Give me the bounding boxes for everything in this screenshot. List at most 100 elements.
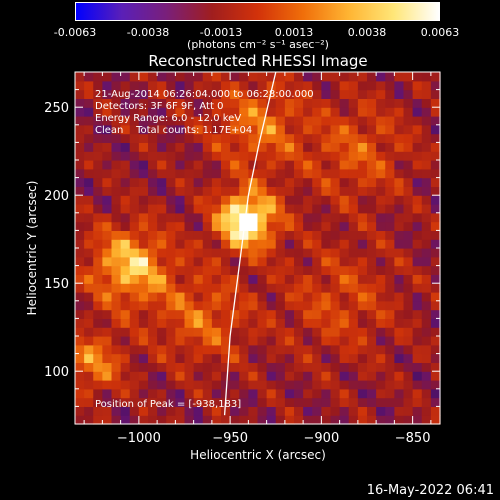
heatmap-cell [166, 107, 176, 117]
heatmap-cell [367, 406, 377, 416]
heatmap-cell [284, 415, 295, 425]
heatmap-cell [93, 353, 103, 363]
heatmap-cell [157, 265, 167, 275]
heatmap-cell [385, 353, 395, 363]
heatmap-cell [339, 212, 350, 223]
heatmap-cell [111, 256, 122, 267]
heatmap-cell [102, 371, 113, 381]
heatmap-cell [430, 80, 441, 91]
heatmap-cell [412, 116, 423, 126]
heatmap-cell [84, 336, 94, 346]
heatmap-cell [202, 309, 213, 319]
heatmap-cell [376, 309, 386, 319]
heatmap-cell [394, 186, 405, 196]
heatmap-cell [129, 151, 140, 161]
heatmap-cell [175, 133, 186, 143]
heatmap-cell [102, 80, 113, 91]
heatmap-cell [403, 318, 414, 328]
heatmap-cell [138, 371, 149, 381]
heatmap-cell [284, 300, 295, 311]
heatmap-cell [102, 239, 113, 249]
heatmap-cell [421, 353, 432, 363]
heatmap-cell [230, 344, 240, 355]
heatmap-cell [148, 168, 158, 179]
heatmap-cell [184, 248, 195, 258]
heatmap-cell [376, 327, 386, 337]
heatmap-cell [294, 212, 304, 223]
heatmap-cell [221, 256, 231, 267]
heatmap-cell [175, 415, 186, 425]
heatmap-cell [257, 388, 268, 399]
heatmap-cell [257, 160, 268, 170]
heatmap-cell [403, 116, 414, 126]
heatmap-cell [303, 415, 313, 425]
heatmap-cell [275, 221, 286, 231]
heatmap-cell [230, 142, 240, 152]
heatmap-cell [394, 256, 405, 267]
heatmap-cell [221, 107, 231, 117]
heatmap-cell [430, 142, 441, 152]
heatmap-cell [193, 283, 204, 293]
heatmap-cell [193, 168, 204, 179]
heatmap-cell [403, 327, 414, 337]
heatmap-cell [348, 168, 359, 179]
heatmap-cell [376, 124, 386, 135]
heatmap-cell [239, 344, 249, 355]
heatmap-cell [166, 204, 176, 214]
heatmap-cell [211, 89, 222, 99]
heatmap-cell [120, 89, 131, 99]
heatmap-cell [111, 124, 122, 135]
heatmap-cell [230, 415, 240, 425]
heatmap-cell [211, 292, 222, 302]
heatmap-cell [202, 380, 213, 390]
heatmap-cell [312, 195, 322, 205]
heatmap-cell [394, 388, 405, 399]
heatmap-cell [175, 362, 186, 372]
heatmap-cell [357, 300, 368, 311]
heatmap-cell [385, 124, 395, 135]
heatmap-cell [221, 362, 231, 372]
heatmap-cell [221, 371, 231, 381]
heatmap-cell [75, 133, 85, 143]
heatmap-cell [75, 300, 85, 311]
y-tick-label: 200 [44, 189, 69, 204]
heatmap-cell [120, 142, 131, 152]
heatmap-cell [312, 388, 322, 399]
heatmap-cell [385, 98, 395, 108]
heatmap-cell [175, 406, 186, 416]
heatmap-cell [175, 98, 186, 108]
heatmap-cell [157, 292, 167, 302]
heatmap-cell [275, 336, 286, 346]
heatmap-cell [339, 292, 350, 302]
heatmap-cell [284, 239, 295, 249]
heatmap-cell [284, 116, 295, 126]
heatmap-cell [202, 397, 213, 407]
heatmap-cell [230, 98, 240, 108]
heatmap-cell [111, 151, 122, 161]
heatmap-cell [330, 371, 341, 381]
heatmap-cell [120, 380, 131, 390]
heatmap-cell [257, 116, 268, 126]
heatmap-cell [248, 72, 259, 82]
heatmap-cell [84, 177, 94, 187]
heatmap-cell [330, 239, 341, 249]
heatmap-cell [348, 230, 359, 240]
heatmap-cell [421, 151, 432, 161]
heatmap-cell [321, 415, 332, 425]
heatmap-cell [312, 274, 322, 284]
heatmap-cell [412, 388, 423, 399]
heatmap-cell [339, 107, 350, 117]
heatmap-cell [294, 116, 304, 126]
heatmap-cell [403, 362, 414, 372]
heatmap-cell [421, 380, 432, 390]
heatmap-cell [138, 388, 149, 399]
heatmap-cell [193, 133, 204, 143]
heatmap-cell [321, 89, 332, 99]
heatmap-cell [421, 124, 432, 135]
heatmap-cell [348, 80, 359, 91]
heatmap-cell [284, 168, 295, 179]
heatmap-cell [248, 327, 259, 337]
heatmap-cell [230, 327, 240, 337]
heatmap-cell [166, 371, 176, 381]
heatmap-cell [421, 168, 432, 179]
